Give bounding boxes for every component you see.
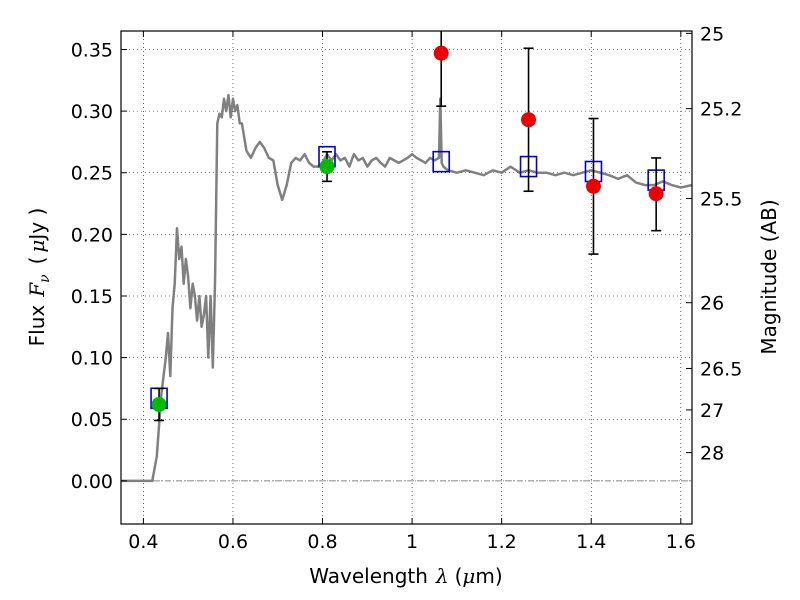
x-tick-label: 0.6: [218, 531, 248, 553]
y-axis-label-unit-mu: μ: [25, 240, 49, 253]
plot-frame: [120, 30, 693, 525]
plot-area: [121, 93, 692, 483]
y-axis-label-symbol: F: [25, 282, 49, 298]
x-axis-label: Wavelength λ (μm): [309, 564, 502, 588]
x-tick-label: 0.4: [128, 531, 158, 553]
y-axis-label-prefix: Flux: [25, 305, 49, 347]
y2-tick-label: 26: [700, 293, 724, 315]
y-axis-label-unit-open: (: [25, 257, 49, 265]
y2-axis-label: Magnitude (AB): [757, 199, 781, 354]
y-tick-label: 0.20: [71, 224, 113, 246]
x-axis-label-unit-mu: μ: [462, 564, 475, 588]
observed-point-green: [151, 396, 167, 412]
y2-tick-label: 25.5: [700, 189, 742, 211]
y2-tick-label: 25: [700, 23, 724, 45]
observed-point-green: [319, 159, 335, 175]
y-tick-label: 0.00: [71, 471, 113, 493]
observed-point-red: [433, 45, 449, 61]
x-axis-label-symbol: λ: [435, 564, 449, 588]
x-axis-label-prefix: Wavelength: [309, 564, 428, 588]
y-axis-label: Flux Fν ( μJy ): [25, 208, 53, 347]
tick-labels: 0.4 0.6 0.8 1 1.2 1.4 1.6 0.00 0.05 0.10 0.15 0.20 0…: [71, 23, 743, 553]
y2-tick-label: 28: [700, 443, 724, 465]
y-axis-label-unit-rest: Jy ): [25, 208, 49, 242]
y-tick-label: 0.25: [71, 163, 113, 185]
model-flux-square: [432, 150, 451, 173]
ticks: [121, 31, 692, 524]
x-axis-label-unit-rest: m): [475, 564, 502, 588]
grid: [121, 31, 692, 524]
y2-tick-label: 27: [700, 400, 724, 422]
error-bars: [154, 31, 662, 422]
y-tick-label: 0.15: [71, 286, 113, 308]
y-tick-label: 0.10: [71, 348, 113, 370]
y-tick-label: 0.30: [71, 101, 113, 123]
observed-point-red: [648, 186, 664, 202]
y-axis-label-subscript: ν: [37, 274, 53, 283]
observed-points: [151, 45, 664, 412]
observed-point-red: [585, 178, 601, 194]
x-axis-label-unit-open: (: [455, 564, 463, 588]
sed-model-line: [121, 93, 692, 483]
y-tick-label: 0.35: [71, 39, 113, 61]
x-tick-label: 1.2: [487, 531, 517, 553]
y2-tick-label: 26.5: [700, 358, 742, 380]
y2-tick-label: 25.2: [700, 99, 742, 121]
x-tick-label: 0.8: [307, 531, 337, 553]
y-tick-label: 0.05: [71, 409, 113, 431]
observed-point-red: [521, 112, 537, 128]
x-tick-label: 1.4: [576, 531, 606, 553]
x-tick-label: 1: [406, 531, 418, 553]
x-tick-label: 1.6: [666, 531, 696, 553]
